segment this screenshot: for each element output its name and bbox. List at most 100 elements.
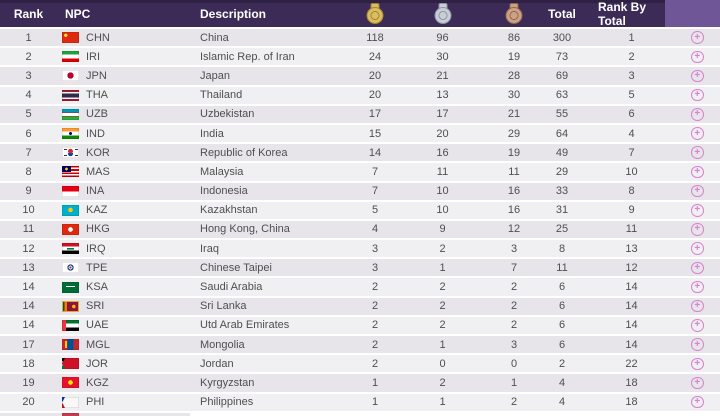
bronze-count: 2 (477, 393, 538, 411)
expand-row-button[interactable]: + (691, 204, 704, 217)
expand-row-button[interactable]: + (691, 338, 704, 351)
country-name: Iraq (190, 240, 342, 258)
rank-by-total-value: 3 (598, 67, 665, 85)
rank-value: 14 (0, 278, 57, 296)
expand-row-button[interactable]: + (691, 223, 704, 236)
expand-cell: + (665, 29, 720, 47)
country-flag-icon (62, 377, 79, 389)
rank-value: 18 (0, 355, 57, 373)
npc-cell: JOR (57, 355, 190, 373)
total-count: 11 (538, 259, 598, 277)
total-count: 69 (538, 67, 598, 85)
expand-row-button[interactable]: + (691, 376, 704, 390)
gold-count: 3 (342, 259, 408, 277)
country-name: Kyrgyzstan (190, 374, 342, 392)
table-row: 20 PHI Philippines 1 1 2 4 18 + (0, 393, 720, 411)
col-header-bronze[interactable] (477, 0, 538, 27)
rank-value: 1 (0, 29, 57, 47)
expand-row-button[interactable]: + (691, 319, 704, 332)
rank-value: 13 (0, 259, 57, 277)
expand-row-button[interactable]: + (691, 165, 704, 179)
bronze-count: 21 (477, 105, 538, 123)
rank-by-total-value: 12 (598, 259, 665, 277)
total-count: 6 (538, 278, 598, 296)
expand-cell: + (665, 240, 720, 258)
rank-by-total-value: 18 (598, 374, 665, 392)
table-row: 8 MAS Malaysia 7 11 11 29 10 + (0, 163, 720, 181)
silver-count: 1 (408, 336, 477, 354)
expand-row-button[interactable]: + (691, 88, 704, 102)
expand-row-button[interactable]: + (691, 50, 704, 64)
npc-code: KAZ (86, 204, 108, 217)
country-name: Japan (190, 67, 342, 85)
country-flag-icon (62, 89, 79, 101)
npc-cell: IND (57, 124, 190, 143)
expand-row-button[interactable]: + (691, 395, 704, 409)
table-row: 1 CHN China 118 96 86 300 1 + (0, 29, 720, 47)
gold-count: 2 (342, 336, 408, 354)
bronze-count: 2 (477, 297, 538, 315)
rank-value: 12 (0, 240, 57, 258)
npc-cell: KSA (57, 278, 190, 296)
gold-count: 1 (342, 374, 408, 392)
npc-cell: KAZ (57, 201, 190, 219)
col-header-silver[interactable] (408, 0, 477, 27)
rank-value: 17 (0, 336, 57, 354)
expand-cell: + (665, 144, 720, 162)
col-header-rank[interactable]: Rank (0, 0, 57, 27)
expand-row-button[interactable]: + (691, 261, 704, 275)
col-header-npc[interactable]: NPC (57, 0, 190, 27)
npc-cell: SRI (57, 297, 190, 315)
expand-row-button[interactable]: + (691, 108, 704, 121)
expand-cell: + (665, 105, 720, 123)
table-row: 17 MGL Mongolia 2 1 3 6 14 + (0, 336, 720, 354)
total-count: 8 (538, 240, 598, 258)
bronze-medal-icon (506, 3, 522, 24)
expand-row-button[interactable]: + (691, 146, 704, 159)
bronze-count: 1 (477, 374, 538, 392)
col-header-expand (665, 0, 720, 27)
npc-code: IRQ (86, 242, 106, 255)
gold-count: 20 (342, 86, 408, 104)
expand-row-button[interactable]: + (691, 127, 704, 140)
expand-row-button[interactable]: + (691, 357, 704, 371)
gold-count: 7 (342, 182, 408, 200)
col-header-rank-by-total[interactable]: Rank By Total (598, 0, 665, 28)
col-header-gold[interactable] (342, 0, 408, 27)
npc-code: JPN (86, 69, 107, 82)
country-flag-icon (62, 300, 79, 312)
total-count: 55 (538, 105, 598, 123)
silver-count: 10 (408, 182, 477, 200)
bronze-count: 19 (477, 48, 538, 66)
npc-cell: HKG (57, 220, 190, 239)
col-header-total[interactable]: Total (538, 0, 598, 27)
table-row: 9 INA Indonesia 7 10 16 33 8 + (0, 182, 720, 200)
table-row: 2 IRI Islamic Rep. of Iran 24 30 19 73 2… (0, 48, 720, 66)
expand-row-button[interactable]: + (691, 299, 704, 313)
expand-row-button[interactable]: + (691, 280, 704, 294)
table-row: 14 SRI Sri Lanka 2 2 2 6 14 + (0, 297, 720, 315)
total-count: 2 (538, 355, 598, 373)
expand-row-button[interactable]: + (691, 242, 704, 255)
npc-cell: PHI (57, 393, 190, 411)
rank-value: 8 (0, 163, 57, 181)
col-header-description[interactable]: Description (190, 0, 342, 27)
expand-cell: + (665, 67, 720, 85)
expand-cell: + (665, 86, 720, 104)
total-count: 6 (538, 316, 598, 334)
expand-row-button[interactable]: + (691, 69, 704, 83)
npc-code: TPE (86, 261, 108, 274)
expand-row-button[interactable]: + (691, 31, 704, 44)
expand-cell: + (665, 182, 720, 200)
table-row: 19 KGZ Kyrgyzstan 1 2 1 4 18 + (0, 374, 720, 392)
silver-count: 96 (408, 29, 477, 47)
country-flag-icon (62, 243, 79, 255)
rank-by-total-value: 18 (598, 393, 665, 411)
rank-value: 4 (0, 86, 57, 104)
rank-by-total-value: 11 (598, 220, 665, 239)
rank-value: 2 (0, 48, 57, 66)
npc-code: UZB (86, 108, 108, 121)
country-flag-icon (62, 51, 79, 63)
expand-row-button[interactable]: + (691, 184, 704, 198)
country-name: Hong Kong, China (190, 220, 342, 239)
